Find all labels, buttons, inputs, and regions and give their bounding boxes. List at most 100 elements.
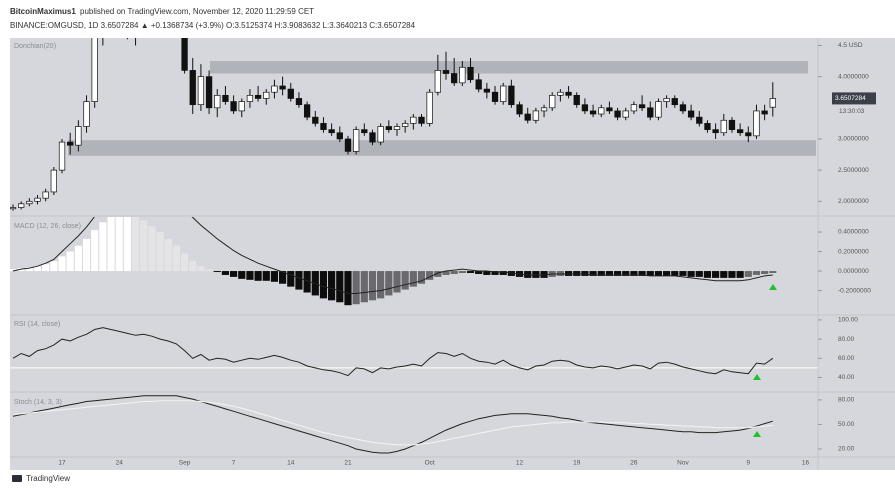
candle-body: [426, 91, 433, 124]
indicator-line: [12, 327, 774, 377]
candle-body: [598, 107, 605, 115]
price-zone: [68, 140, 816, 156]
candle-body: [189, 70, 196, 106]
pane-label: Donchian(20): [14, 43, 56, 50]
y-tick-label: 60.00: [838, 355, 855, 362]
histogram-bar: [671, 271, 679, 276]
histogram-bar: [728, 271, 736, 278]
candle-body: [720, 119, 727, 134]
candle-body: [442, 70, 450, 74]
candle-body: [385, 126, 392, 130]
histogram-bar: [115, 217, 123, 272]
histogram-bar: [360, 271, 368, 303]
histogram-bar: [646, 271, 654, 276]
histogram-bar: [630, 271, 638, 276]
candle-body: [361, 129, 368, 134]
candle-body: [687, 110, 695, 118]
x-tick-label: 14: [287, 460, 295, 467]
histogram-bar: [597, 271, 605, 276]
histogram-bar: [687, 271, 695, 277]
histogram-bar: [352, 271, 360, 305]
candle-body: [451, 73, 458, 84]
candle-body: [254, 94, 262, 99]
y-tick-label: 50.00: [838, 421, 855, 428]
histogram-bar: [377, 271, 385, 299]
histogram-bar: [107, 217, 115, 272]
histogram-bar: [279, 271, 287, 284]
candle-body: [328, 129, 335, 134]
y-tick-label: 0.2000000: [838, 248, 869, 255]
histogram-bar: [524, 271, 532, 278]
histogram-bar: [42, 264, 50, 272]
candle-body: [475, 79, 482, 90]
candle-body: [18, 203, 25, 208]
histogram-bar: [180, 253, 189, 272]
x-tick-label: Nov: [677, 460, 689, 467]
histogram-bar: [663, 271, 671, 276]
histogram-bar: [491, 271, 499, 275]
macd-line: [12, 217, 773, 294]
candle-body: [238, 101, 245, 112]
histogram-bar: [475, 271, 483, 274]
histogram-bar: [393, 271, 401, 293]
candle-body: [271, 85, 278, 93]
histogram-bar: [703, 271, 712, 278]
y-tick-label: 3.0000000: [838, 136, 869, 143]
price-zone: [210, 61, 808, 74]
histogram-bar: [638, 271, 646, 276]
candle-body: [75, 126, 82, 146]
histogram-bar: [254, 271, 262, 281]
candle-body: [524, 113, 531, 121]
histogram-bar: [91, 230, 99, 272]
histogram-bar: [466, 271, 475, 273]
x-tick-label: 17: [58, 460, 66, 467]
histogram-bar: [123, 217, 131, 272]
histogram-bar: [156, 232, 164, 272]
candle-body: [263, 91, 270, 99]
quote: BINANCE:OMGUSD, 1D 3.6507284 ▲ +0.136873…: [10, 21, 416, 30]
candle-body: [589, 110, 597, 115]
candle-body: [312, 116, 319, 124]
countdown: 13:30:03: [839, 108, 865, 115]
candle-body: [540, 107, 548, 112]
candle-body: [753, 110, 760, 137]
candle-body: [500, 85, 507, 102]
histogram-bar: [10, 269, 17, 272]
pane-label: MACD (12, 26, close): [14, 223, 81, 230]
candle-body: [516, 104, 523, 115]
histogram-bar: [50, 261, 58, 272]
candle-body: [565, 91, 572, 96]
candle-body: [671, 98, 678, 106]
histogram-bar: [450, 271, 458, 274]
histogram-bar: [409, 271, 417, 287]
brand-logo: TradingView: [12, 474, 70, 483]
y-tick-label: 100.00: [838, 317, 858, 324]
histogram-bar: [605, 271, 614, 276]
histogram-bar: [205, 269, 213, 272]
histogram-bar: [262, 271, 270, 281]
candle-body: [83, 101, 90, 127]
y-tick-label: 2.0000000: [838, 198, 869, 205]
candle-body: [410, 116, 417, 124]
candle-body: [491, 91, 499, 102]
candle-body: [745, 132, 752, 137]
candle-body: [279, 85, 286, 90]
histogram-bar: [140, 220, 148, 272]
candle-body: [434, 70, 441, 93]
candle-body: [230, 101, 237, 112]
candle-body: [222, 94, 229, 102]
x-tick-label: 9: [746, 460, 750, 467]
pane: [10, 327, 818, 377]
x-tick-label: 24: [116, 460, 124, 467]
brand: TradingView: [26, 474, 70, 483]
histogram-bar: [229, 271, 238, 277]
candle-body: [630, 104, 638, 112]
histogram-bar: [295, 271, 303, 290]
candle-body: [769, 98, 776, 108]
candle-body: [663, 98, 670, 102]
candle-body: [679, 104, 687, 112]
histogram-bar: [328, 271, 336, 301]
signal-arrow: [753, 374, 761, 380]
candle-body: [42, 191, 49, 199]
candle-body: [696, 116, 703, 124]
